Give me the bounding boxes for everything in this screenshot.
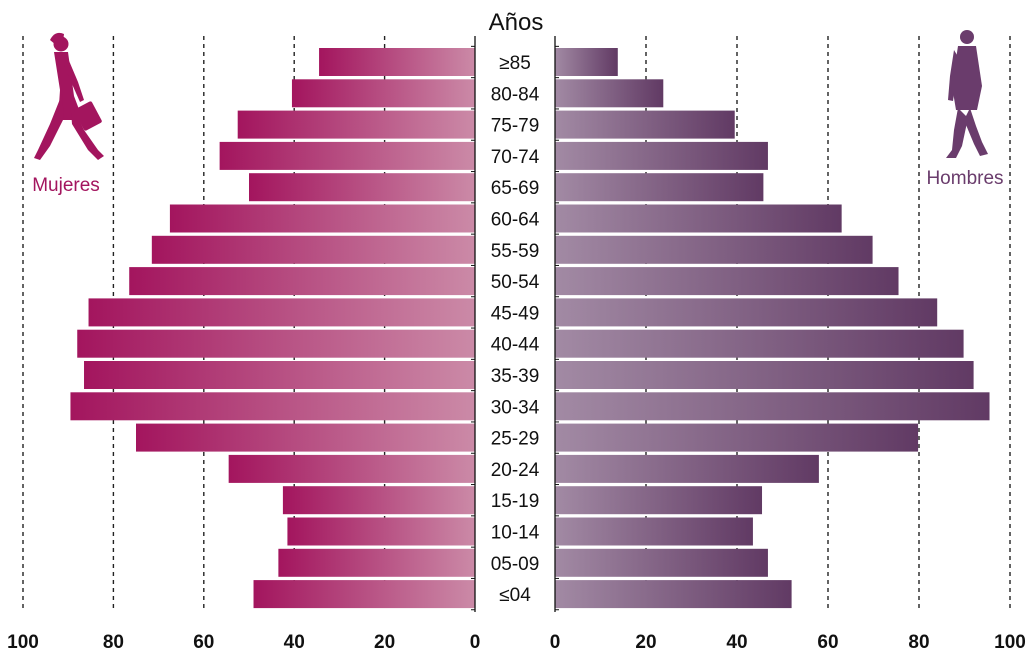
x-tick-label-right-40: 40: [726, 632, 747, 652]
bar-mujeres-2: [237, 110, 475, 139]
category-label: 50-54: [491, 272, 540, 293]
bar-mujeres-15: [287, 517, 475, 546]
bar-hombres-10: [555, 361, 974, 389]
bar-mujeres-1: [291, 79, 475, 108]
bar-hombres-14: [555, 486, 763, 515]
x-tick-label-left-0: 0: [470, 632, 481, 652]
x-tick-label-left-40: 40: [284, 632, 305, 652]
category-label: 70-74: [491, 147, 540, 168]
category-label: 10-14: [491, 523, 540, 544]
bar-hombres-3: [555, 141, 768, 170]
category-label: 60-64: [491, 210, 540, 231]
bar-hombres-4: [555, 173, 764, 202]
bar-mujeres-13: [228, 454, 475, 483]
walking-woman-icon: [34, 32, 104, 160]
bar-mujeres-16: [278, 548, 475, 577]
walking-man-icon: [946, 30, 988, 158]
category-label: 30-34: [491, 397, 540, 418]
x-tick-label-right-20: 20: [635, 632, 656, 652]
bar-hombres-0: [555, 48, 618, 76]
bar-mujeres-7: [129, 267, 475, 296]
x-tick-label-left-20: 20: [374, 632, 395, 652]
category-label: ≤04: [499, 585, 531, 606]
bar-mujeres-6: [151, 235, 475, 264]
bar-hombres-15: [555, 517, 753, 546]
category-label: 35-39: [491, 366, 540, 387]
bar-mujeres-9: [77, 329, 476, 358]
bar-hombres-12: [555, 423, 919, 452]
bar-hombres-17: [555, 580, 792, 609]
bar-hombres-2: [555, 110, 735, 139]
bar-hombres-8: [555, 298, 938, 327]
category-label: 65-69: [491, 178, 540, 199]
chart-title: Años: [489, 9, 544, 36]
category-label: 45-49: [491, 303, 540, 324]
bar-hombres-7: [555, 267, 899, 296]
category-label: 25-29: [491, 429, 540, 450]
bar-mujeres-5: [169, 204, 475, 233]
bar-mujeres-0: [319, 48, 475, 76]
bar-mujeres-4: [249, 173, 475, 202]
bar-hombres-6: [555, 235, 873, 264]
bar-hombres-5: [555, 204, 842, 233]
bar-mujeres-11: [70, 392, 476, 421]
bar-mujeres-3: [219, 141, 475, 170]
x-tick-label-right-0: 0: [550, 632, 561, 652]
bar-hombres-1: [555, 79, 664, 108]
bar-hombres-16: [555, 548, 768, 577]
category-label: 75-79: [491, 116, 540, 137]
category-label: 05-09: [491, 554, 540, 575]
category-label: 40-44: [491, 335, 540, 356]
x-tick-label-right-80: 80: [908, 632, 929, 652]
x-tick-label-right-60: 60: [817, 632, 838, 652]
bar-hombres-11: [555, 392, 990, 421]
category-label: ≥85: [499, 53, 531, 74]
category-label: 15-19: [491, 491, 540, 512]
category-labels: ≥85 80-84 75-79 70-74 65-69 60-64 55-59 50-54 45…: [491, 53, 540, 606]
category-label: 80-84: [491, 84, 540, 105]
bar-hombres-13: [555, 454, 819, 483]
axes-group: 0 0 20 20 40 40 60 60 80 80 100 100: [7, 36, 1026, 653]
bar-mujeres-17: [253, 580, 475, 609]
x-tick-label-left-100: 100: [7, 632, 39, 652]
legend-label-mujeres: Mujeres: [32, 175, 100, 196]
x-tick-label-left-80: 80: [103, 632, 124, 652]
bar-mujeres-10: [84, 361, 476, 389]
x-tick-label-left-60: 60: [193, 632, 214, 652]
category-label: 20-24: [491, 460, 540, 481]
category-label: 55-59: [491, 241, 540, 262]
legend-label-hombres: Hombres: [926, 168, 1003, 189]
bar-hombres-9: [555, 329, 964, 358]
bar-mujeres-12: [136, 423, 475, 452]
bar-mujeres-8: [88, 298, 475, 327]
x-tick-label-right-100: 100: [994, 632, 1026, 652]
bar-mujeres-14: [282, 486, 475, 515]
bars-group: [70, 48, 990, 609]
